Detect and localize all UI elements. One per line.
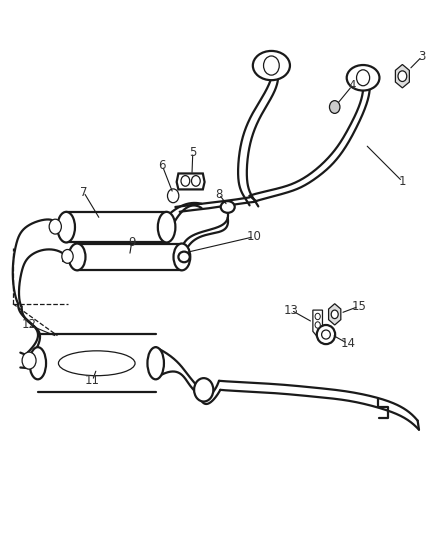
Ellipse shape <box>253 51 290 80</box>
Text: 3: 3 <box>418 50 426 63</box>
Ellipse shape <box>178 252 190 262</box>
Circle shape <box>315 322 320 328</box>
Polygon shape <box>328 304 341 325</box>
Text: 6: 6 <box>159 159 166 172</box>
Circle shape <box>49 219 61 234</box>
Polygon shape <box>177 173 205 189</box>
Ellipse shape <box>69 244 85 270</box>
Ellipse shape <box>173 244 190 270</box>
Text: 13: 13 <box>283 304 298 317</box>
Ellipse shape <box>148 347 164 379</box>
Circle shape <box>191 175 200 186</box>
Text: 5: 5 <box>189 146 197 159</box>
Ellipse shape <box>158 212 175 243</box>
Circle shape <box>22 352 36 369</box>
Circle shape <box>357 70 370 86</box>
Text: 8: 8 <box>215 188 223 201</box>
Circle shape <box>331 310 338 319</box>
Ellipse shape <box>317 325 335 344</box>
Circle shape <box>181 175 190 186</box>
Text: 1: 1 <box>399 175 406 188</box>
Circle shape <box>329 101 340 114</box>
Circle shape <box>398 71 407 82</box>
Circle shape <box>264 56 279 75</box>
Text: 15: 15 <box>351 300 366 313</box>
Ellipse shape <box>347 65 379 91</box>
Text: 10: 10 <box>247 230 261 243</box>
Ellipse shape <box>221 201 235 213</box>
Circle shape <box>167 189 179 203</box>
Text: 12: 12 <box>21 319 37 332</box>
Ellipse shape <box>29 347 46 379</box>
Polygon shape <box>396 64 410 88</box>
Text: 9: 9 <box>128 236 135 249</box>
Text: 11: 11 <box>85 374 100 387</box>
Circle shape <box>315 313 320 320</box>
Circle shape <box>62 249 73 263</box>
Text: 4: 4 <box>348 79 356 92</box>
Ellipse shape <box>57 212 75 243</box>
Polygon shape <box>313 310 322 337</box>
Text: 14: 14 <box>340 337 355 350</box>
Text: 7: 7 <box>80 185 88 199</box>
Circle shape <box>194 378 213 401</box>
